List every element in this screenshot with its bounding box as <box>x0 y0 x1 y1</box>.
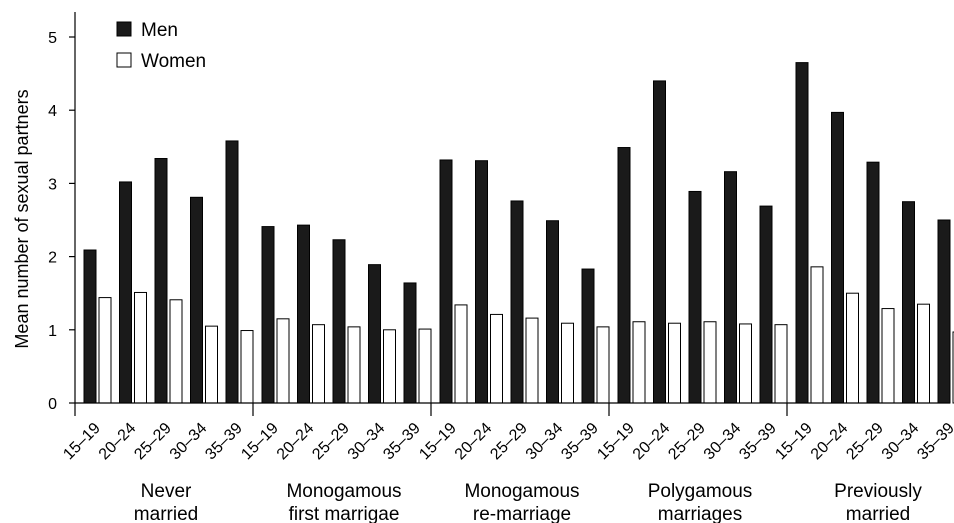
bar-women <box>490 313 503 404</box>
bar-women <box>774 324 788 404</box>
axes <box>69 12 950 416</box>
bar-women <box>134 291 147 404</box>
bar-men <box>368 264 381 404</box>
bar-men <box>225 140 239 404</box>
group-label: Monogamous <box>286 481 401 502</box>
legend-women-swatch <box>116 52 132 68</box>
group-label: Never <box>141 481 192 502</box>
bar-women <box>205 325 218 404</box>
bar-men <box>937 219 951 404</box>
legend: Men Women <box>116 20 206 72</box>
x-tick-label: 15–19 <box>594 420 638 464</box>
y-tick-label: 5 <box>48 30 57 47</box>
bar-women <box>596 326 610 404</box>
x-tick-label: 15–19 <box>60 420 104 464</box>
bar-women <box>632 321 646 404</box>
bar-men <box>546 220 559 404</box>
bar-women <box>525 317 539 404</box>
x-tick-label: 25–29 <box>309 420 353 464</box>
legend-men-swatch <box>116 21 132 37</box>
x-tick-label: 25–29 <box>487 420 531 464</box>
bar-women <box>810 266 824 404</box>
legend-women-label: Women <box>141 51 206 72</box>
x-tick-label: 20–24 <box>96 420 140 464</box>
bar-women <box>312 324 325 404</box>
bar-women <box>240 330 254 404</box>
group-label: Monogamous <box>464 481 579 502</box>
x-tick-label: 35–39 <box>380 420 424 464</box>
bar-men <box>581 268 595 404</box>
x-tick-label: 30–34 <box>345 420 389 464</box>
bar-women <box>169 299 183 404</box>
bar-women <box>917 303 930 404</box>
group-label: first marrigae <box>289 504 400 523</box>
bar-women <box>454 304 468 404</box>
group-label: Polygamous <box>648 481 753 502</box>
x-tick-label: 15–19 <box>772 420 816 464</box>
bar-men <box>759 205 773 404</box>
bar-women <box>383 329 396 404</box>
bar-men <box>688 190 702 404</box>
y-tick-label: 2 <box>48 250 57 267</box>
y-tick-label: 3 <box>48 176 57 193</box>
bar-men <box>439 159 453 404</box>
x-tick-label: 20–24 <box>274 420 318 464</box>
bars <box>83 62 954 404</box>
group-label: married <box>846 504 910 523</box>
x-tick-label: 35–39 <box>558 420 602 464</box>
x-tick-label: 15–19 <box>238 420 282 464</box>
x-tick-label: 30–34 <box>879 420 923 464</box>
y-tick-label: 0 <box>48 396 57 413</box>
bar-women <box>347 326 361 404</box>
x-tick-label: 30–34 <box>167 420 211 464</box>
x-tick-label: 15–19 <box>416 420 460 464</box>
bar-men <box>119 181 132 404</box>
x-tick-label: 20–24 <box>808 420 852 464</box>
x-tick-label: 25–29 <box>843 420 887 464</box>
bar-women <box>739 323 752 404</box>
bar-men <box>475 160 488 404</box>
bar-women <box>703 321 717 404</box>
bar-men <box>83 249 97 404</box>
x-tick-label: 25–29 <box>665 420 709 464</box>
legend-men-label: Men <box>141 20 178 41</box>
x-tick-label: 35–39 <box>202 420 246 464</box>
x-tick-label: 30–34 <box>701 420 745 464</box>
x-tick-label: 20–24 <box>452 420 496 464</box>
bar-men <box>297 224 310 404</box>
bar-men <box>866 161 880 404</box>
bar-women <box>98 297 112 404</box>
bar-men <box>653 80 666 404</box>
bar-women <box>881 308 895 404</box>
bar-women <box>668 322 681 404</box>
bar-men <box>510 200 524 404</box>
group-label: married <box>134 504 198 523</box>
bar-men <box>261 226 275 404</box>
bar-women <box>561 322 574 404</box>
bar-women <box>276 318 290 404</box>
bar-men <box>403 282 417 404</box>
y-axis-title: Mean number of sexual partners <box>12 89 32 348</box>
bar-men <box>831 111 844 404</box>
bar-women <box>418 328 432 404</box>
bar-men <box>902 201 915 404</box>
bar-men <box>190 196 203 404</box>
x-tick-label: 35–39 <box>914 420 954 464</box>
bar-men <box>617 147 631 404</box>
bar-men <box>154 158 168 404</box>
x-tick-label: 35–39 <box>736 420 780 464</box>
y-tick-label: 1 <box>48 323 57 340</box>
group-label: marriages <box>658 504 742 523</box>
bar-men <box>332 239 346 404</box>
bar-men <box>795 62 809 404</box>
y-tick-label: 4 <box>48 103 57 120</box>
x-tick-label: 20–24 <box>630 420 674 464</box>
bar-women <box>846 292 859 404</box>
x-tick-label: 25–29 <box>131 420 175 464</box>
group-label: re-marriage <box>473 504 571 523</box>
group-label: Previously <box>834 481 922 502</box>
bar-men <box>724 171 737 404</box>
x-tick-label: 30–34 <box>523 420 567 464</box>
